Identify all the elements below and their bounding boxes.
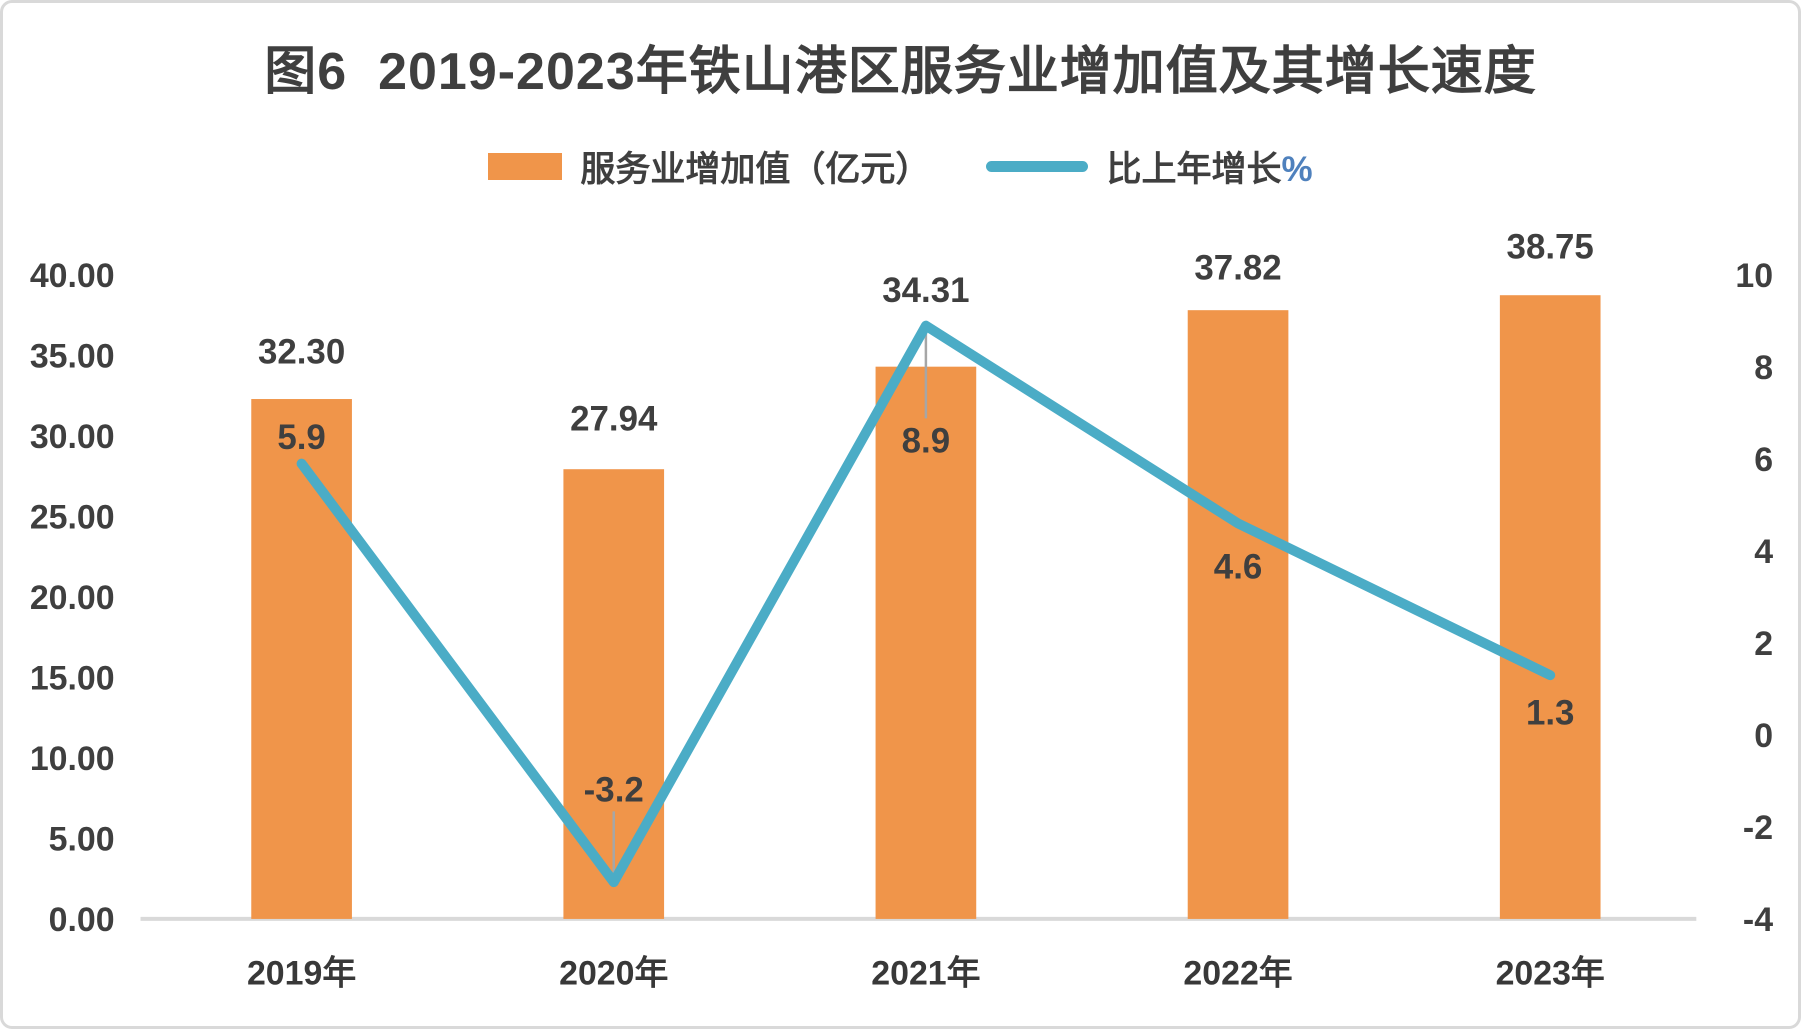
legend-line-label: 比上年增长% — [1106, 141, 1312, 192]
line-label-2022年: 4.6 — [1214, 547, 1262, 586]
bar-label-2019年: 32.30 — [258, 332, 345, 371]
legend-percent: % — [1281, 150, 1313, 189]
left-axis-tick-0.00: 0.00 — [49, 901, 115, 939]
bar-label-2020年: 27.94 — [570, 400, 658, 439]
bar-2021年 — [875, 366, 977, 919]
legend-line-swatch — [986, 161, 1089, 172]
bar-label-2023年: 38.75 — [1507, 228, 1594, 267]
left-axis-tick-10.00: 10.00 — [30, 740, 115, 778]
left-axis-tick-5.00: 5.00 — [49, 820, 115, 858]
bar-label-2022年: 37.82 — [1194, 249, 1281, 288]
legend-line-label-text: 比上年增长 — [1106, 150, 1282, 189]
chart-canvas: 0.005.0010.0015.0020.0025.0030.0035.0040… — [30, 228, 1773, 993]
bar-label-2021年: 34.31 — [882, 271, 969, 310]
right-axis-tick--4: -4 — [1743, 901, 1773, 939]
right-axis-tick-6: 6 — [1754, 441, 1773, 479]
left-axis-tick-15.00: 15.00 — [30, 659, 115, 697]
left-axis-tick-20.00: 20.00 — [30, 579, 115, 617]
line-label-2019年: 5.9 — [277, 418, 325, 457]
legend: 服务业增加值（亿元） 比上年增长% — [3, 141, 1798, 192]
legend-bar-label: 服务业增加值（亿元） — [580, 150, 931, 189]
x-axis-label-2021年: 2021年 — [871, 955, 980, 993]
x-axis-label-2023年: 2023年 — [1496, 955, 1605, 993]
line-label-2021年: 8.9 — [902, 422, 950, 461]
bar-2022年 — [1187, 310, 1289, 919]
right-axis-tick-4: 4 — [1754, 533, 1773, 571]
x-axis-label-2022年: 2022年 — [1183, 955, 1292, 993]
bar-2023年 — [1499, 295, 1601, 919]
x-axis-label-2019年: 2019年 — [247, 955, 356, 993]
right-axis-tick--2: -2 — [1743, 809, 1773, 847]
legend-item-bar: 服务业增加值（亿元） — [488, 141, 930, 192]
left-axis-tick-35.00: 35.00 — [30, 337, 115, 375]
left-axis-tick-40.00: 40.00 — [30, 257, 115, 295]
legend-bar-swatch — [488, 153, 563, 180]
right-axis-tick-2: 2 — [1754, 625, 1773, 663]
line-label-2020年: -3.2 — [584, 771, 644, 810]
x-axis-label-2020年: 2020年 — [559, 955, 668, 993]
legend-item-line: 比上年增长% — [986, 141, 1313, 192]
line-label-2023年: 1.3 — [1526, 693, 1574, 732]
left-axis-tick-25.00: 25.00 — [30, 498, 115, 536]
right-axis-tick-0: 0 — [1754, 717, 1773, 755]
bar-2019年 — [251, 399, 352, 919]
line-series — [296, 320, 1556, 888]
right-axis-tick-10: 10 — [1735, 257, 1773, 295]
right-axis-tick-8: 8 — [1754, 349, 1773, 387]
left-axis-tick-30.00: 30.00 — [30, 418, 115, 456]
chart-title: 图6 2019-2023年铁山港区服务业增加值及其增长速度 — [264, 43, 1537, 101]
